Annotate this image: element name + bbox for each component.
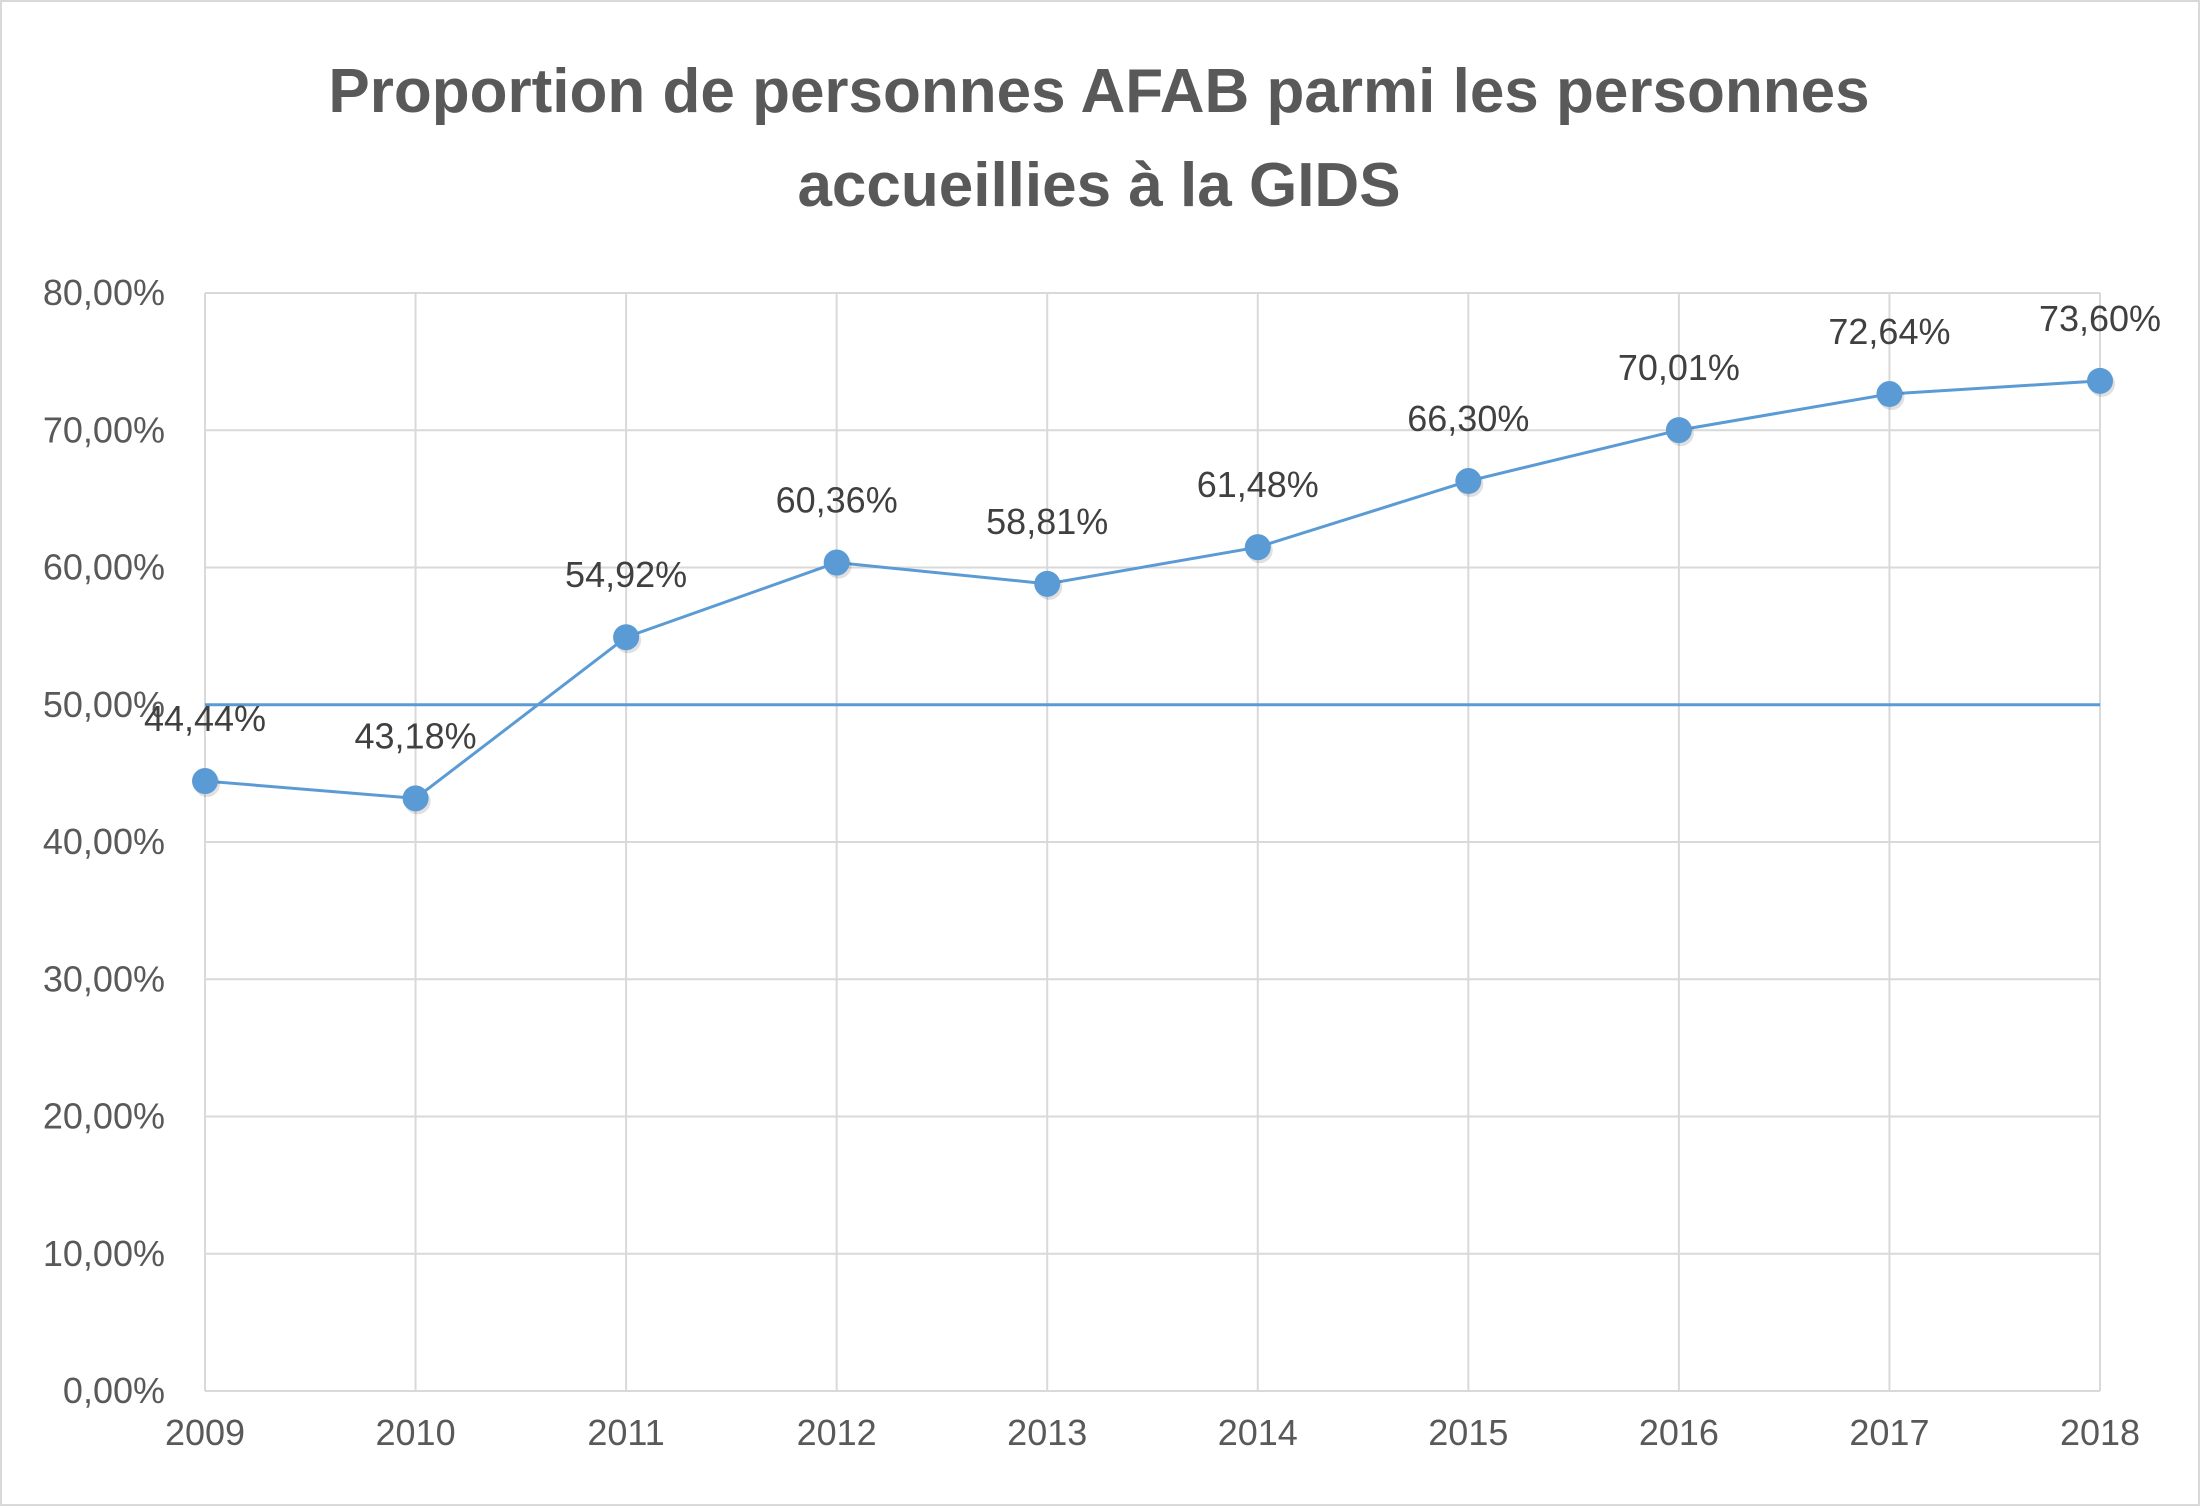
y-tick-label: 80,00% bbox=[43, 272, 165, 313]
chart-title-line-2: accueillies à la GIDS bbox=[797, 151, 1400, 220]
x-tick-label: 2012 bbox=[797, 1412, 877, 1453]
data-label: 60,36% bbox=[776, 480, 898, 521]
series-group bbox=[192, 367, 2115, 815]
data-label: 54,92% bbox=[565, 554, 687, 595]
data-label: 61,48% bbox=[1197, 464, 1319, 505]
chart-title-line-1: Proportion de personnes AFAB parmi les p… bbox=[328, 57, 1869, 126]
data-label: 66,30% bbox=[1407, 398, 1529, 439]
x-tick-label: 2009 bbox=[165, 1412, 245, 1453]
x-tick-label: 2016 bbox=[1639, 1412, 1719, 1453]
y-tick-label: 0,00% bbox=[63, 1370, 165, 1411]
data-point bbox=[192, 768, 218, 795]
data-label: 72,64% bbox=[1828, 311, 1950, 352]
x-tick-label: 2011 bbox=[587, 1412, 664, 1453]
data-point bbox=[1665, 417, 1692, 444]
data-label: 43,18% bbox=[355, 715, 477, 756]
x-axis-ticks: 2009 2010 2011 2012 2013 2014 2015 2016 2017 2018 bbox=[165, 1412, 2140, 1453]
data-label: 73,60% bbox=[2039, 298, 2161, 339]
x-tick-label: 2014 bbox=[1218, 1412, 1298, 1453]
y-tick-label: 20,00% bbox=[43, 1096, 165, 1137]
data-label: 44,44% bbox=[144, 698, 266, 739]
x-tick-label: 2013 bbox=[1007, 1412, 1087, 1453]
data-point bbox=[1455, 468, 1482, 495]
data-point bbox=[2087, 367, 2113, 394]
y-tick-label: 60,00% bbox=[43, 547, 165, 588]
data-point bbox=[823, 549, 850, 576]
data-point bbox=[1876, 381, 1903, 408]
data-point bbox=[613, 624, 640, 651]
data-label: 70,01% bbox=[1618, 347, 1740, 388]
data-point bbox=[1034, 570, 1061, 597]
data-point bbox=[1244, 534, 1271, 561]
x-tick-label: 2018 bbox=[2060, 1412, 2140, 1453]
y-tick-label: 30,00% bbox=[43, 958, 165, 999]
data-label: 58,81% bbox=[986, 501, 1108, 542]
x-tick-label: 2010 bbox=[376, 1412, 456, 1453]
series-line bbox=[204, 379, 2101, 800]
gridlines bbox=[204, 292, 2101, 1392]
y-axis-ticks: 0,00% 10,00% 20,00% 30,00% 40,00% 50,00% 60,00… bbox=[43, 272, 165, 1411]
x-tick-label: 2015 bbox=[1428, 1412, 1508, 1453]
data-labels: 44,44% 43,18% 54,92% 60,36% 58,81% 61,48% 66,3… bbox=[144, 298, 2161, 757]
y-tick-label: 10,00% bbox=[43, 1233, 165, 1274]
y-tick-label: 40,00% bbox=[43, 821, 165, 862]
x-tick-label: 2017 bbox=[1849, 1412, 1929, 1453]
y-tick-label: 70,00% bbox=[43, 409, 165, 450]
y-tick-label: 50,00% bbox=[43, 684, 165, 725]
data-point bbox=[402, 785, 429, 812]
